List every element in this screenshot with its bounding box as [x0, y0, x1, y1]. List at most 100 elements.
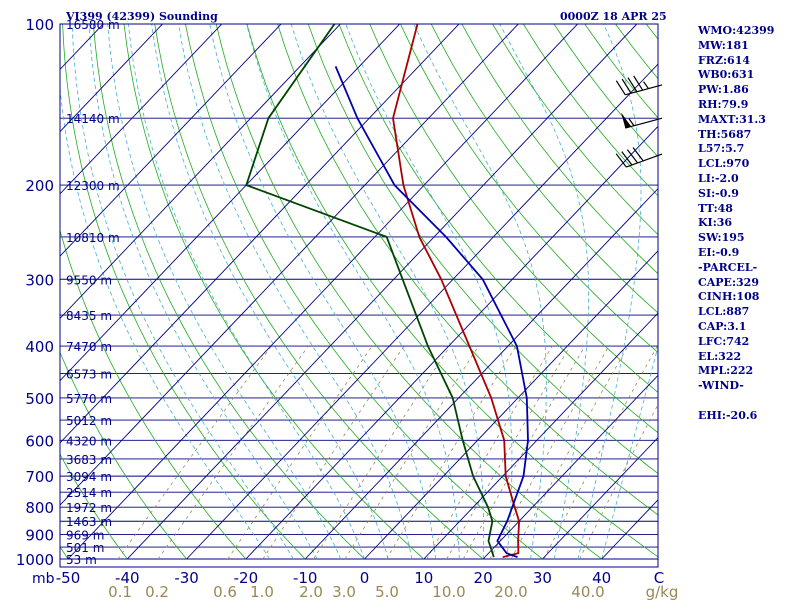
mixing-ratio-line	[386, 345, 517, 560]
mixing-ratio-line	[489, 345, 610, 560]
index-value: RH:79.9	[698, 97, 749, 111]
wind-barb-feather	[633, 75, 644, 91]
mixing-ratio-tick-label: 0.2	[145, 583, 169, 600]
pressure-tick-label: 600	[25, 432, 54, 450]
valid-time: 0000Z 18 APR 25	[560, 10, 667, 23]
dry-adiabat	[430, 24, 658, 314]
height-label: 4320 m	[66, 434, 112, 448]
mixing-ratio-line	[313, 345, 451, 560]
temperature-tick-label: 10	[414, 569, 433, 587]
index-value: -PARCEL-	[698, 260, 758, 274]
dry-adiabat	[277, 24, 658, 516]
moist-adiabat	[345, 24, 513, 560]
chart-grid	[60, 24, 658, 560]
pressure-tick-label: 1000	[16, 551, 54, 569]
height-label: 7470 m	[66, 340, 112, 354]
wind-barb-feather	[632, 147, 644, 162]
moist-adiabat	[71, 24, 294, 560]
index-value: MW:181	[698, 38, 749, 52]
temperature-tick-label: 40	[592, 569, 611, 587]
temperature-tick-label: 30	[533, 569, 552, 587]
mixing-ratio-line	[510, 345, 629, 560]
dry-adiabat	[123, 24, 425, 560]
mixing-ratio-line	[262, 345, 405, 560]
height-label: 1972 m	[66, 501, 112, 515]
isotherm-line	[67, 24, 579, 560]
mixing-ratio-tick-label: 1.0	[250, 583, 274, 600]
height-label: 501 m	[66, 541, 104, 555]
pressure-tick-label: 700	[25, 468, 54, 486]
height-label: 12300 m	[66, 179, 120, 193]
isotherm-line	[186, 63, 658, 560]
pressure-tick-label: 100	[25, 16, 54, 34]
temperature-tick-label: -50	[56, 569, 81, 587]
height-label: 14140 m	[66, 112, 120, 126]
dry-adiabat	[246, 24, 658, 558]
index-value: EL:322	[698, 349, 742, 363]
height-label: 2514 m	[66, 486, 112, 500]
index-value: SW:195	[698, 231, 745, 245]
dry-adiabat	[307, 24, 658, 475]
index-value: MPL:222	[698, 364, 754, 378]
index-value: LCL:887	[698, 305, 750, 319]
isotherm-line	[60, 24, 519, 506]
pressure-tick-label: 500	[25, 390, 54, 408]
index-value: CAP:3.1	[698, 319, 747, 333]
pressure-tick-label: 300	[25, 271, 54, 289]
mixing-ratio-tick-label: 2.0	[299, 583, 323, 600]
height-label: 16580 m	[66, 18, 120, 32]
dry-adiabat	[60, 351, 187, 560]
moist-adiabat	[151, 24, 389, 560]
dry-adiabat	[215, 24, 602, 560]
index-value: L57:5.7	[698, 142, 745, 156]
temperature-profile	[392, 24, 520, 558]
wind-barb-feather	[615, 153, 627, 168]
moist-adiabat	[128, 24, 365, 560]
wind-barb-half-feather	[643, 81, 649, 89]
height-label: 10810 m	[66, 231, 120, 245]
plot-frame	[59, 23, 659, 568]
dry-adiabat	[338, 24, 658, 434]
index-value: EHI:-20.6	[698, 408, 758, 422]
wind-barb-feather	[627, 77, 638, 93]
wind-barb-feather	[621, 151, 633, 166]
isotherm-line	[60, 24, 342, 320]
wind-barb-feather	[615, 80, 626, 96]
wind-barb-pennant	[621, 112, 632, 129]
moist-adiabat	[499, 24, 589, 560]
isotherm-line	[60, 24, 282, 257]
mixing-ratio-line	[344, 345, 479, 560]
index-value: TT:48	[698, 201, 733, 215]
dry-adiabat	[62, 24, 306, 560]
mixing-ratio-tick-label: 3.0	[332, 583, 356, 600]
dry-adiabat	[60, 453, 128, 560]
sounding-indices: WMO:42399 MW:181 FRZ:614 WB0:631 PW:1.86 RH:7…	[698, 24, 798, 424]
moist-adiabat	[413, 24, 547, 560]
mixing-ratio-line	[543, 345, 658, 560]
wind-barb-feather	[626, 149, 639, 164]
wind-barb-staff	[626, 153, 663, 168]
index-value: -WIND-	[698, 379, 744, 393]
index-value: CINH:108	[698, 290, 760, 304]
wind-barbs	[615, 75, 663, 168]
height-label: 5770 m	[66, 392, 112, 406]
moist-adiabat	[209, 24, 437, 560]
index-value: LFC:742	[698, 334, 750, 348]
temperature-tick-label: -20	[234, 569, 259, 587]
temperature-tick-label: 0	[360, 569, 370, 587]
mixing-ratio-tick-label: 10.0	[432, 583, 465, 600]
mixing-ratio-tick-label: 40.0	[571, 583, 604, 600]
isotherm-line	[364, 250, 658, 560]
height-label: 969 m	[66, 529, 104, 543]
isotherm-line	[60, 24, 401, 382]
index-value: MAXT:31.3	[698, 112, 766, 126]
dry-adiabat	[461, 24, 658, 275]
height-label: 5012 m	[66, 414, 112, 428]
temperature-tick-label: -30	[174, 569, 199, 587]
mixing-ratio-line	[227, 345, 373, 560]
mixing-ratio-tick-label: 5.0	[375, 583, 399, 600]
dry-adiabat	[154, 24, 484, 560]
temperature-tick-label: 20	[474, 569, 493, 587]
